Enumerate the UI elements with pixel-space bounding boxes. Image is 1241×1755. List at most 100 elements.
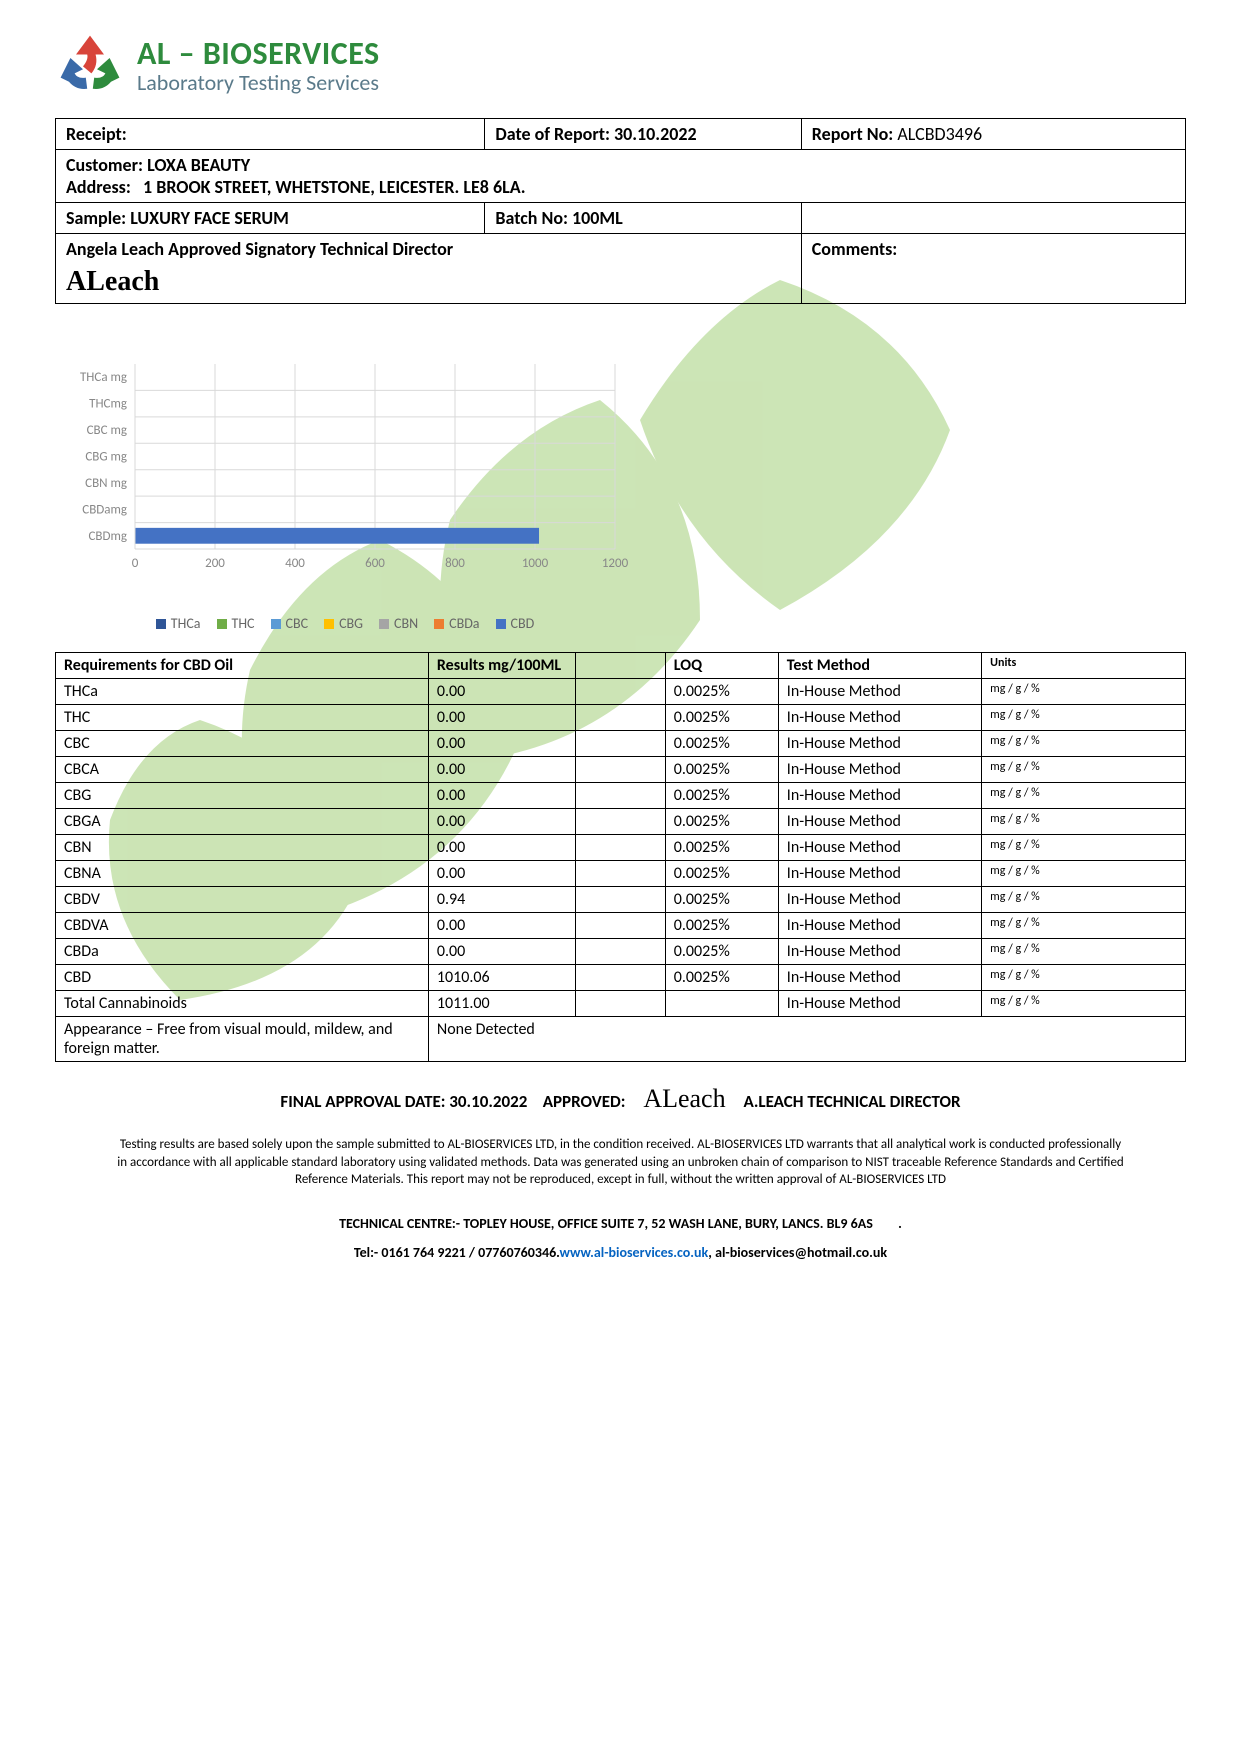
svg-text:0: 0 bbox=[132, 556, 139, 571]
cell-name: CBNA bbox=[56, 861, 429, 887]
cell-units: mg / g / % bbox=[982, 887, 1186, 913]
col-method: Test Method bbox=[778, 653, 981, 679]
cell-spacer bbox=[575, 965, 665, 991]
svg-text:CBDmg: CBDmg bbox=[88, 529, 127, 544]
cell-loq: 0.0025% bbox=[665, 705, 778, 731]
table-row: CBG0.000.0025%In-House Methodmg / g / % bbox=[56, 783, 1186, 809]
receipt-cell: Receipt: bbox=[56, 119, 485, 150]
table-row: Total Cannabinoids1011.00In-House Method… bbox=[56, 991, 1186, 1017]
cell-loq: 0.0025% bbox=[665, 731, 778, 757]
cell-spacer bbox=[575, 783, 665, 809]
batch-cell: Batch No: 100ML bbox=[485, 203, 801, 234]
col-units: Units bbox=[982, 653, 1186, 679]
results-header-row: Requirements for CBD Oil Results mg/100M… bbox=[56, 653, 1186, 679]
cell-name: CBCA bbox=[56, 757, 429, 783]
chart-legend: THCaTHCCBCCBGCBNCBDaCBD bbox=[55, 615, 635, 632]
appearance-label: Appearance – Free from visual mould, mil… bbox=[56, 1017, 429, 1062]
approval-line: FINAL APPROVAL DATE: 30.10.2022 APPROVED… bbox=[55, 1084, 1186, 1114]
cell-result: 1010.06 bbox=[428, 965, 575, 991]
cell-method: In-House Method bbox=[778, 939, 981, 965]
legend-item: THCa bbox=[156, 615, 201, 632]
legend-item: CBD bbox=[496, 615, 535, 632]
legend-item: THC bbox=[217, 615, 255, 632]
approval-signature: ALeach bbox=[629, 1084, 739, 1113]
cell-spacer bbox=[575, 939, 665, 965]
cell-units: mg / g / % bbox=[982, 679, 1186, 705]
date-report-cell: Date of Report: 30.10.2022 bbox=[485, 119, 801, 150]
cell-loq: 0.0025% bbox=[665, 679, 778, 705]
cell-name: CBDa bbox=[56, 939, 429, 965]
cell-units: mg / g / % bbox=[982, 965, 1186, 991]
svg-text:1000: 1000 bbox=[522, 556, 549, 571]
cell-result: 0.00 bbox=[428, 705, 575, 731]
cell-method: In-House Method bbox=[778, 887, 981, 913]
cell-units: mg / g / % bbox=[982, 913, 1186, 939]
col-spacer bbox=[575, 653, 665, 679]
cell-units: mg / g / % bbox=[982, 731, 1186, 757]
table-row: CBN0.000.0025%In-House Methodmg / g / % bbox=[56, 835, 1186, 861]
cell-units: mg / g / % bbox=[982, 861, 1186, 887]
cell-loq: 0.0025% bbox=[665, 835, 778, 861]
legend-item: CBN bbox=[379, 615, 418, 632]
svg-text:1200: 1200 bbox=[602, 556, 629, 571]
svg-text:CBDamg: CBDamg bbox=[82, 502, 127, 517]
cell-name: CBN bbox=[56, 835, 429, 861]
customer-address-cell: Customer: LOXA BEAUTY Address: 1 BROOK S… bbox=[56, 150, 1186, 203]
cell-result: 1011.00 bbox=[428, 991, 575, 1017]
cell-result: 0.00 bbox=[428, 757, 575, 783]
cell-units: mg / g / % bbox=[982, 705, 1186, 731]
cell-units: mg / g / % bbox=[982, 783, 1186, 809]
cell-loq: 0.0025% bbox=[665, 939, 778, 965]
legend-item: CBG bbox=[324, 615, 363, 632]
cell-units: mg / g / % bbox=[982, 939, 1186, 965]
cell-spacer bbox=[575, 809, 665, 835]
svg-text:CBN mg: CBN mg bbox=[85, 476, 127, 491]
cell-loq: 0.0025% bbox=[665, 965, 778, 991]
cell-spacer bbox=[575, 757, 665, 783]
table-row: CBC0.000.0025%In-House Methodmg / g / % bbox=[56, 731, 1186, 757]
cell-method: In-House Method bbox=[778, 965, 981, 991]
col-results: Results mg/100ML bbox=[428, 653, 575, 679]
cell-result: 0.00 bbox=[428, 939, 575, 965]
company-tagline: Laboratory Testing Services bbox=[137, 69, 380, 96]
table-row: CBCA0.000.0025%In-House Methodmg / g / % bbox=[56, 757, 1186, 783]
appearance-result: None Detected bbox=[428, 1017, 1185, 1062]
cell-method: In-House Method bbox=[778, 991, 981, 1017]
appearance-row: Appearance – Free from visual mould, mil… bbox=[56, 1017, 1186, 1062]
company-logo-block: AL – BIOSERVICES Laboratory Testing Serv… bbox=[55, 30, 1186, 100]
svg-text:THCa mg: THCa mg bbox=[80, 370, 127, 385]
cell-spacer bbox=[575, 861, 665, 887]
cell-loq bbox=[665, 991, 778, 1017]
cannabinoid-chart: 020040060080010001200THCa mgTHCmgCBC mgC… bbox=[55, 334, 1186, 632]
report-no-cell: Report No: ALCBD3496 bbox=[801, 119, 1185, 150]
cell-loq: 0.0025% bbox=[665, 783, 778, 809]
results-table: Requirements for CBD Oil Results mg/100M… bbox=[55, 652, 1186, 1062]
table-row: CBDV0.940.0025%In-House Methodmg / g / % bbox=[56, 887, 1186, 913]
cell-method: In-House Method bbox=[778, 835, 981, 861]
svg-text:800: 800 bbox=[445, 556, 465, 571]
table-row: CBNA0.000.0025%In-House Methodmg / g / % bbox=[56, 861, 1186, 887]
svg-text:CBG mg: CBG mg bbox=[85, 450, 127, 465]
svg-text:600: 600 bbox=[365, 556, 385, 571]
cell-loq: 0.0025% bbox=[665, 887, 778, 913]
table-row: THCa0.000.0025%In-House Methodmg / g / % bbox=[56, 679, 1186, 705]
website-link[interactable]: www.al-bioservices.co.uk bbox=[559, 1244, 708, 1261]
cell-method: In-House Method bbox=[778, 913, 981, 939]
cell-result: 0.00 bbox=[428, 679, 575, 705]
disclaimer-text: Testing results are based solely upon th… bbox=[115, 1136, 1126, 1189]
cell-method: In-House Method bbox=[778, 731, 981, 757]
cell-units: mg / g / % bbox=[982, 835, 1186, 861]
cell-result: 0.00 bbox=[428, 861, 575, 887]
comments-cell: Comments: bbox=[801, 234, 1185, 304]
col-requirements: Requirements for CBD Oil bbox=[56, 653, 429, 679]
cell-name: THC bbox=[56, 705, 429, 731]
cell-result: 0.94 bbox=[428, 887, 575, 913]
cell-loq: 0.0025% bbox=[665, 809, 778, 835]
table-row: THC0.000.0025%In-House Methodmg / g / % bbox=[56, 705, 1186, 731]
table-row: CBDVA0.000.0025%In-House Methodmg / g / … bbox=[56, 913, 1186, 939]
table-row: CBDa0.00 0.0025%In-House Methodmg / g / % bbox=[56, 939, 1186, 965]
cell-method: In-House Method bbox=[778, 809, 981, 835]
cell-spacer bbox=[575, 679, 665, 705]
cell-spacer bbox=[575, 731, 665, 757]
svg-text:400: 400 bbox=[285, 556, 305, 571]
